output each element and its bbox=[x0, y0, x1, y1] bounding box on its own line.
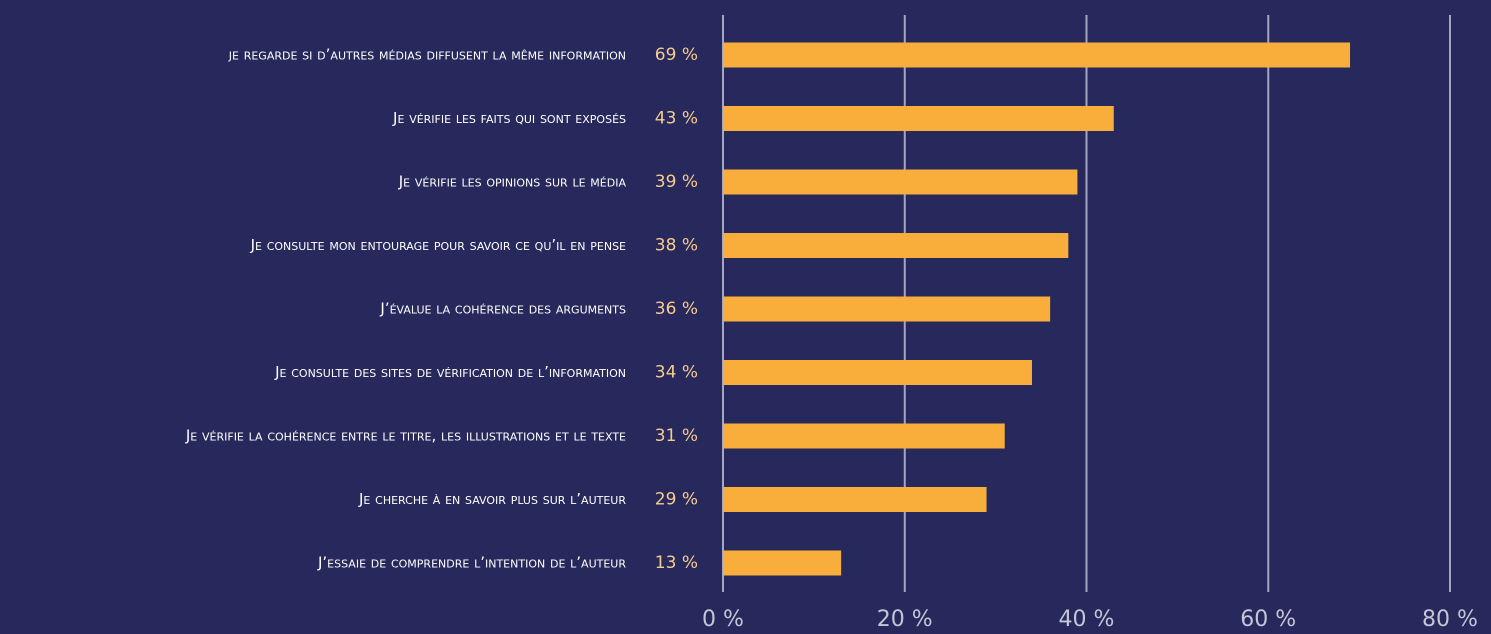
category-label: Je consulte mon entourage pour savoir ce… bbox=[250, 236, 626, 254]
value-label: 13 % bbox=[655, 553, 698, 573]
x-tick-label: 60 % bbox=[1240, 607, 1296, 632]
category-label: je regarde si d’autres médias diffusent … bbox=[228, 46, 626, 64]
x-tick-label: 80 % bbox=[1422, 607, 1478, 632]
bar bbox=[723, 296, 1051, 322]
category-label: J’évalue la cohérence des arguments bbox=[379, 300, 626, 318]
value-label: 69 % bbox=[655, 45, 698, 65]
x-tick-label: 0 % bbox=[702, 607, 744, 632]
category-label: J’essaie de comprendre l’intention de l’… bbox=[317, 554, 626, 572]
bar bbox=[723, 360, 1032, 385]
x-tick-label: 40 % bbox=[1059, 607, 1115, 632]
bar bbox=[723, 233, 1069, 258]
category-label: Je vérifie les faits qui sont exposés bbox=[392, 109, 626, 127]
value-label: 39 % bbox=[655, 172, 698, 192]
category-label: Je cherche à en savoir plus sur l’auteur bbox=[358, 490, 626, 508]
value-label: 29 % bbox=[655, 490, 698, 510]
x-tick-label: 20 % bbox=[877, 607, 933, 632]
value-label: 31 % bbox=[655, 426, 698, 446]
value-label: 43 % bbox=[655, 109, 698, 129]
bar bbox=[723, 550, 842, 576]
bar bbox=[723, 42, 1351, 68]
bar bbox=[723, 423, 1005, 449]
bar bbox=[723, 169, 1078, 195]
value-label: 36 % bbox=[655, 299, 698, 319]
value-label: 38 % bbox=[655, 236, 698, 256]
bar bbox=[723, 106, 1114, 131]
category-label: Je consulte des sites de vérification de… bbox=[274, 363, 626, 381]
category-label: Je vérifie la cohérence entre le titre, … bbox=[185, 427, 626, 445]
value-label: 34 % bbox=[655, 363, 698, 383]
bar bbox=[723, 487, 987, 512]
category-label: Je vérifie les opinions sur le média bbox=[398, 173, 627, 191]
